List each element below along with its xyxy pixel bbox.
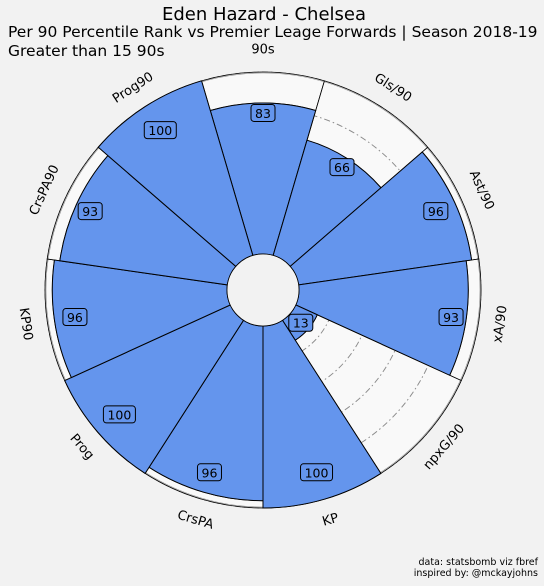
value-label: 96 <box>196 463 222 482</box>
value-label-text: 96 <box>428 204 444 219</box>
value-label-text: 100 <box>107 407 131 422</box>
value-label-box <box>423 202 449 221</box>
value-label-text: 93 <box>82 204 98 219</box>
chart-subtitle: Per 90 Percentile Rank vs Premier Leage … <box>8 23 538 41</box>
value-label-text: 83 <box>255 106 271 121</box>
value-label: 96 <box>62 308 88 327</box>
value-label-text: 96 <box>67 310 83 325</box>
category-label: Gls/90 <box>371 71 414 106</box>
category-label: Ast/90 <box>466 168 497 212</box>
footer-credit: inspired by: @mckayjohns <box>413 568 538 579</box>
value-label-box <box>102 405 136 424</box>
category-label: CrsPA90 <box>27 163 63 218</box>
value-label: 93 <box>438 308 464 327</box>
value-label-text: 66 <box>334 160 350 175</box>
value-label: 100 <box>143 121 177 140</box>
category-label: Prog90 <box>110 70 156 107</box>
value-label: 83 <box>250 103 276 122</box>
value-label: 93 <box>77 202 103 221</box>
chart-title: Eden Hazard - Chelsea <box>161 4 367 25</box>
value-label-text: 100 <box>305 465 329 480</box>
value-label-box <box>250 103 276 122</box>
value-label-box <box>329 158 355 177</box>
value-label-box <box>438 308 464 327</box>
value-label-text: 13 <box>293 316 309 331</box>
value-label-box <box>143 121 177 140</box>
category-label: CrsPA <box>175 508 215 533</box>
value-label-box <box>62 308 88 327</box>
value-label-text: 93 <box>443 310 459 325</box>
value-label: 96 <box>423 202 449 221</box>
value-label: 66 <box>329 158 355 177</box>
value-label-text: 100 <box>148 123 172 138</box>
value-label-box <box>300 463 334 482</box>
category-label: xA/90 <box>490 305 510 344</box>
category-label: 90s <box>251 43 275 58</box>
category-label: Prog <box>66 431 96 463</box>
value-label-box <box>77 202 103 221</box>
value-label-text: 96 <box>202 465 218 480</box>
value-label: 13 <box>288 313 314 332</box>
value-label-box <box>196 463 222 482</box>
footer-source: data: statsbomb viz fbref <box>418 557 538 568</box>
category-label: KP <box>321 511 341 530</box>
value-label: 100 <box>300 463 334 482</box>
polar-center-hole <box>226 253 300 327</box>
value-label-box <box>288 313 314 332</box>
chart-footer: data: statsbomb viz fbref inspired by: @… <box>414 557 538 579</box>
chart-subtitle-minimum: Greater than 15 90s <box>8 42 165 60</box>
value-label: 100 <box>102 405 136 424</box>
category-label: KP90 <box>16 307 36 342</box>
